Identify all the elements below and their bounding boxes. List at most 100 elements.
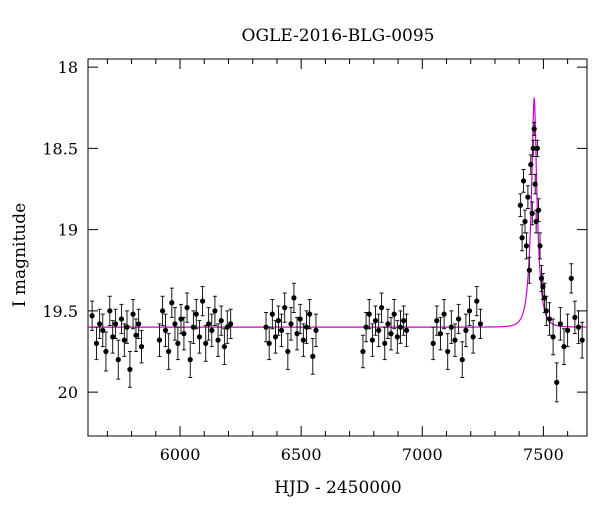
marker — [156, 337, 163, 343]
marker — [477, 321, 484, 327]
data-point — [430, 326, 436, 361]
marker — [557, 321, 563, 327]
y-axis-label: I magnitude — [10, 203, 30, 307]
marker — [138, 344, 145, 350]
data-point — [127, 351, 133, 388]
data-point — [575, 310, 582, 344]
data-point — [568, 263, 574, 294]
data-point — [463, 313, 469, 348]
x-tick-label: 7500 — [523, 445, 564, 464]
data-point — [310, 338, 316, 375]
data-point — [133, 318, 139, 352]
data-point — [196, 320, 203, 354]
marker — [470, 334, 476, 340]
data-point — [224, 310, 230, 344]
marker — [121, 337, 127, 343]
marker — [113, 321, 119, 327]
y-tick-label: 18 — [58, 58, 78, 77]
data-point — [107, 295, 113, 326]
marker — [528, 162, 534, 168]
y-tick-label: 19 — [58, 221, 78, 240]
marker — [228, 321, 234, 327]
data-point — [388, 316, 394, 351]
data-point — [376, 313, 382, 348]
marker — [546, 316, 553, 322]
data-point — [181, 316, 187, 351]
marker — [456, 316, 462, 322]
data-point — [228, 308, 234, 339]
marker — [372, 318, 379, 324]
data-point — [526, 256, 532, 284]
marker — [463, 327, 469, 333]
axis-tick-labels: 6000 6500 7000 7500 18 18.5 19 19.5 20 — [42, 58, 563, 464]
data-point — [103, 331, 109, 372]
marker — [391, 311, 397, 317]
marker — [166, 348, 172, 355]
marker — [554, 379, 560, 385]
marker — [517, 202, 523, 208]
marker — [474, 298, 480, 304]
marker — [215, 337, 221, 343]
data-point — [477, 308, 484, 339]
data-point — [215, 323, 221, 357]
marker — [533, 218, 539, 225]
marker — [221, 344, 227, 350]
data-point — [266, 326, 272, 361]
marker — [519, 235, 525, 241]
marker — [307, 311, 313, 317]
data-point — [378, 292, 385, 323]
marker — [136, 321, 142, 327]
marker — [310, 353, 316, 359]
model-curve — [88, 97, 587, 328]
data-point — [561, 328, 567, 365]
data-point — [434, 305, 440, 336]
marker — [124, 324, 130, 330]
marker — [162, 327, 169, 333]
data-point — [517, 193, 523, 218]
data-point — [366, 299, 372, 330]
marker — [369, 337, 375, 343]
marker — [579, 337, 585, 343]
marker — [534, 145, 540, 151]
marker — [175, 340, 181, 346]
data-point — [579, 321, 585, 359]
data-point — [275, 305, 281, 336]
data-point — [543, 295, 549, 326]
data-point — [550, 318, 556, 356]
marker — [388, 331, 394, 337]
marker — [531, 126, 537, 132]
marker — [537, 243, 543, 249]
data-point — [272, 320, 279, 354]
marker — [269, 311, 275, 317]
data-point — [100, 313, 106, 348]
data-point — [397, 310, 404, 344]
data-point — [121, 323, 127, 357]
data-point — [288, 307, 294, 341]
marker — [203, 340, 209, 346]
marker — [575, 324, 582, 330]
marker — [103, 348, 109, 355]
y-tick-label: 18.5 — [42, 139, 78, 158]
marker — [278, 327, 285, 333]
data-point — [385, 308, 391, 339]
data-point — [394, 320, 400, 354]
data-point — [93, 326, 100, 361]
marker — [93, 340, 100, 346]
data-point — [369, 323, 375, 357]
marker — [224, 324, 230, 330]
marker — [394, 334, 400, 340]
data-point — [445, 333, 451, 370]
data-point — [530, 139, 536, 157]
chart-title: OGLE-2016-BLG-0095 — [242, 26, 435, 46]
marker — [572, 314, 578, 320]
marker — [376, 327, 382, 333]
marker — [550, 334, 556, 340]
marker — [523, 243, 530, 249]
marker — [452, 337, 458, 343]
marker — [127, 366, 133, 372]
marker — [526, 267, 532, 273]
data-point — [212, 295, 218, 326]
marker — [300, 337, 306, 343]
data-point — [206, 307, 212, 341]
data-point — [193, 299, 199, 330]
